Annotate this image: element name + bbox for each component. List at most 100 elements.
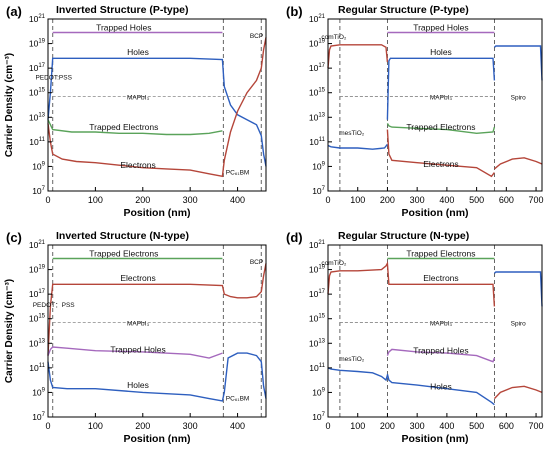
region-label: PEDOT：PSS <box>33 302 76 309</box>
region-label: Electrons <box>423 273 458 283</box>
region-label: PC₆₁BM <box>226 169 250 176</box>
region-label: Trapped Electrons <box>89 122 158 132</box>
y-tick-label: 107 <box>32 186 45 196</box>
series-minority_e <box>493 385 543 400</box>
panel-d: (d) Regular Structure (N-type) comTiO₂ Trap… <box>286 230 544 445</box>
x-tick-label: 400 <box>230 195 245 205</box>
x-axis-label: Position (nm) <box>401 433 468 445</box>
panel-label: (c) <box>6 230 22 245</box>
x-tick-label: 100 <box>350 195 365 205</box>
region-label: Trapped Holes <box>96 23 151 33</box>
x-tick-label: 600 <box>499 421 514 431</box>
region-label: comTiO₂ <box>321 34 347 41</box>
region-label: Holes <box>430 381 452 391</box>
y-tick-label: 107 <box>312 186 325 196</box>
y-tick-label: 1011 <box>309 137 325 147</box>
y-tick-label: 1019 <box>309 39 326 49</box>
region-label: MAPbI₃ <box>127 94 150 101</box>
region-label: Electrons <box>120 160 155 170</box>
y-tick-label: 1019 <box>29 265 46 275</box>
y-tick-label: 1017 <box>309 63 326 73</box>
x-tick-label: 0 <box>325 195 330 205</box>
region-label: BCP <box>250 33 263 40</box>
series-majority_h <box>327 143 388 150</box>
y-tick-label: 1015 <box>309 314 326 324</box>
series-majority_e <box>327 261 496 307</box>
x-tick-label: 200 <box>135 421 150 431</box>
series-majority_h <box>47 57 267 167</box>
region-label: PEDOT:PSS <box>35 75 72 82</box>
region-label: Holes <box>430 47 452 57</box>
panel-title: Regular Structure (N-type) <box>338 230 469 242</box>
panel-title: Inverted Structure (P-type) <box>56 4 188 16</box>
x-tick-label: 500 <box>469 195 484 205</box>
y-tick-label: 109 <box>312 387 325 397</box>
region-label: Trapped Holes <box>413 23 468 33</box>
axes-frame <box>327 244 543 418</box>
x-tick-label: 200 <box>380 195 395 205</box>
x-tick-label: 200 <box>380 421 395 431</box>
series-minority_e <box>47 37 267 178</box>
region-label: Trapped Electrons <box>406 249 475 259</box>
region-label: Trapped Holes <box>110 344 165 354</box>
region-label: MAPbI₃ <box>127 320 150 327</box>
y-tick-label: 1011 <box>309 363 325 373</box>
axes-frame <box>47 18 267 192</box>
y-tick-label: 1017 <box>309 289 326 299</box>
series-minority_h <box>493 271 543 307</box>
region-label: Electrons <box>120 273 155 283</box>
y-axis-label: Carrier Density (cm⁻³) <box>4 279 15 383</box>
series-minority_e <box>386 129 495 178</box>
region-label: Trapped Holes <box>413 346 468 356</box>
series-majority_h <box>493 45 543 81</box>
series-minority_e <box>327 44 389 69</box>
region-label: Spiro <box>511 320 527 327</box>
region-label: MAPbI₃ <box>430 320 453 327</box>
region-label: mesTiO₂ <box>339 130 365 137</box>
y-tick-label: 1015 <box>29 88 46 98</box>
panel-c: (c) Inverted Structure (N-type) Trapped El… <box>4 230 267 445</box>
y-tick-label: 1019 <box>29 39 46 49</box>
region-label: PC₆₁BM <box>226 395 250 402</box>
x-tick-label: 100 <box>88 195 103 205</box>
region-label: Spiro <box>511 94 527 101</box>
x-tick-label: 0 <box>45 421 50 431</box>
panel-title: Inverted Structure (N-type) <box>56 230 189 242</box>
x-tick-label: 300 <box>410 421 425 431</box>
series-majority_e <box>47 263 267 356</box>
panel-a: (a) Inverted Structure (P-type) Trapped Ho… <box>4 4 267 219</box>
x-tick-label: 300 <box>183 421 198 431</box>
y-tick-label: 1021 <box>29 14 46 24</box>
region-label: comTiO₂ <box>321 260 347 267</box>
y-tick-label: 1011 <box>29 363 45 373</box>
y-tick-label: 1013 <box>29 112 46 122</box>
region-label: MAPbI₃ <box>430 94 453 101</box>
x-tick-label: 0 <box>45 195 50 205</box>
y-tick-label: 109 <box>32 161 45 171</box>
x-tick-label: 700 <box>529 421 544 431</box>
series-trapped_e <box>386 123 496 135</box>
x-tick-label: 100 <box>350 421 365 431</box>
y-tick-label: 107 <box>312 412 325 422</box>
y-tick-label: 1017 <box>29 289 46 299</box>
x-tick-label: 600 <box>499 195 514 205</box>
y-tick-label: 1021 <box>309 14 326 24</box>
y-tick-label: 1019 <box>309 265 326 275</box>
series-minority_h <box>47 352 267 402</box>
x-tick-label: 400 <box>230 421 245 431</box>
y-tick-label: 1021 <box>309 240 326 250</box>
x-tick-label: 400 <box>439 421 454 431</box>
panel-label: (b) <box>286 4 303 19</box>
series-majority_h <box>386 57 496 120</box>
y-tick-label: 109 <box>32 387 45 397</box>
y-tick-label: 1013 <box>309 112 326 122</box>
x-tick-label: 300 <box>410 195 425 205</box>
x-tick-label: 500 <box>469 421 484 431</box>
region-label: Holes <box>127 47 149 57</box>
x-tick-label: 400 <box>439 195 454 205</box>
y-axis-label: Carrier Density (cm⁻³) <box>4 53 15 157</box>
series-minority_h <box>327 367 389 382</box>
x-tick-label: 300 <box>183 195 198 205</box>
x-tick-label: 200 <box>135 195 150 205</box>
y-tick-label: 107 <box>32 412 45 422</box>
